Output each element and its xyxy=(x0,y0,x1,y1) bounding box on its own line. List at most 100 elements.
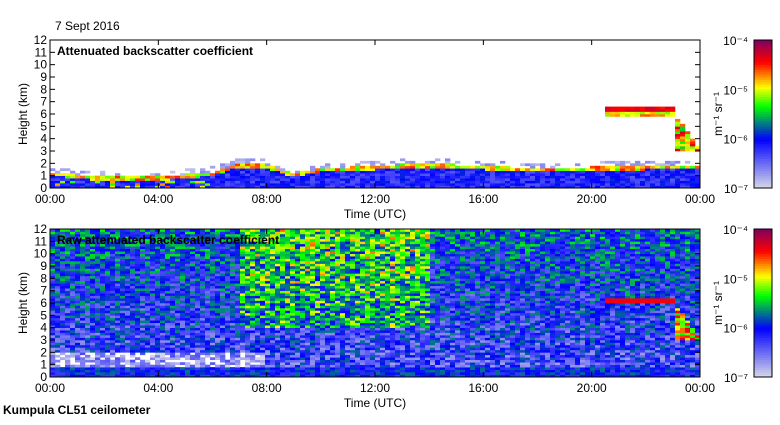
heat-cell xyxy=(65,372,70,375)
heat-cell xyxy=(165,345,170,348)
heat-cell xyxy=(285,244,290,247)
heat-cell xyxy=(255,268,260,271)
heat-cell xyxy=(275,261,280,264)
heat-cell xyxy=(60,288,65,291)
heat-cell xyxy=(80,333,85,336)
heat-cell xyxy=(95,278,100,281)
heat-cell xyxy=(290,303,295,306)
heat-cell xyxy=(340,360,345,363)
heat-cell xyxy=(320,308,325,311)
heat-cell xyxy=(275,342,280,345)
heat-cell xyxy=(55,183,60,186)
heat-cell xyxy=(90,254,95,257)
heat-cell xyxy=(610,181,615,184)
heat-cell xyxy=(305,367,310,370)
heat-cell xyxy=(100,303,105,306)
heat-cell xyxy=(300,286,305,289)
heat-cell xyxy=(215,372,220,375)
heat-cell xyxy=(135,325,140,328)
heat-cell xyxy=(80,347,85,350)
heat-cell xyxy=(310,367,315,370)
heat-cell xyxy=(250,291,255,294)
heat-cell xyxy=(115,335,120,338)
heat-cell xyxy=(175,298,180,301)
heat-cell xyxy=(195,276,200,279)
heat-cell xyxy=(290,241,295,244)
heat-cell xyxy=(105,333,110,336)
heat-cell xyxy=(355,276,360,279)
heat-cell xyxy=(245,360,250,363)
heat-cell xyxy=(85,261,90,264)
heat-cell xyxy=(330,328,335,331)
heat-cell xyxy=(280,338,285,341)
heat-cell xyxy=(190,355,195,358)
heat-cell xyxy=(340,357,345,360)
heat-cell xyxy=(120,301,125,304)
heat-cell xyxy=(180,283,185,286)
heat-cell xyxy=(140,372,145,375)
heat-cell xyxy=(685,131,690,134)
heat-cell xyxy=(680,136,685,139)
heat-cell xyxy=(335,338,340,341)
heat-cell xyxy=(140,362,145,365)
heat-cell xyxy=(360,168,365,171)
heat-cell xyxy=(455,173,460,176)
heat-cell xyxy=(335,370,340,373)
heat-cell xyxy=(310,256,315,259)
heat-cell xyxy=(70,181,75,184)
heat-cell xyxy=(90,305,95,308)
heat-cell xyxy=(205,350,210,353)
heat-cell xyxy=(290,261,295,264)
heat-cell xyxy=(380,176,385,179)
heat-cell xyxy=(295,278,300,281)
heat-cell xyxy=(295,291,300,294)
heat-cell xyxy=(185,318,190,321)
heat-cell xyxy=(340,355,345,358)
heat-cell xyxy=(225,301,230,304)
heat-cell xyxy=(335,335,340,338)
heat-cell xyxy=(105,308,110,311)
heat-cell xyxy=(155,278,160,281)
heat-cell xyxy=(295,367,300,370)
heat-cell xyxy=(265,367,270,370)
heat-cell xyxy=(345,303,350,306)
heat-cell xyxy=(280,360,285,363)
heat-cell xyxy=(205,352,210,355)
heat-cell xyxy=(270,176,275,179)
heat-cell xyxy=(535,163,540,166)
heat-cell xyxy=(185,323,190,326)
heat-cell xyxy=(125,256,130,259)
heat-cell xyxy=(270,318,275,321)
heat-cell xyxy=(270,308,275,311)
heat-cell xyxy=(280,181,285,184)
heat-cell xyxy=(100,178,105,181)
heat-cell xyxy=(100,323,105,326)
heat-cell xyxy=(170,310,175,313)
heat-cell xyxy=(270,171,275,174)
heat-cell xyxy=(95,183,100,186)
heat-cell xyxy=(115,318,120,321)
heat-cell xyxy=(585,183,590,186)
heat-cell xyxy=(115,176,120,179)
heat-cell xyxy=(315,330,320,333)
heat-cell xyxy=(85,288,90,291)
heat-cell xyxy=(325,249,330,252)
heat-cell xyxy=(445,183,450,186)
heat-cell xyxy=(215,330,220,333)
heat-cell xyxy=(50,347,55,350)
heat-cell xyxy=(180,352,185,355)
heat-cell xyxy=(330,183,335,186)
heat-cell xyxy=(320,320,325,323)
heat-cell xyxy=(165,328,170,331)
heat-cell xyxy=(280,296,285,299)
heat-cell xyxy=(330,249,335,252)
heat-cell xyxy=(220,318,225,321)
colorbar-segment xyxy=(754,136,772,139)
heat-cell xyxy=(160,315,165,318)
heat-cell xyxy=(385,166,390,169)
heat-cell xyxy=(115,291,120,294)
colorbar-segment xyxy=(754,166,772,169)
heat-cell xyxy=(130,305,135,308)
heat-cell xyxy=(55,298,60,301)
heat-cell xyxy=(300,367,305,370)
